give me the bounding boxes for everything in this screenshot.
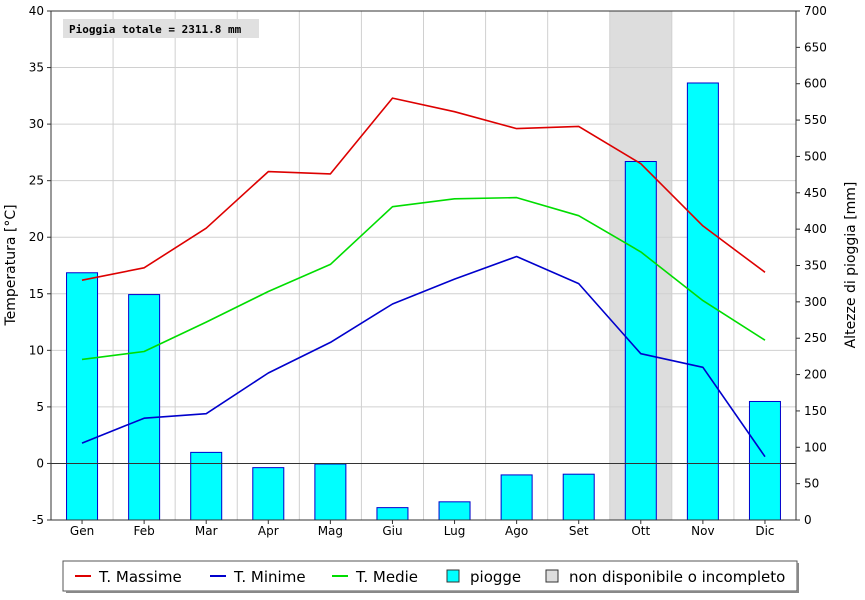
rain-bar-apr: [252, 467, 285, 521]
y-left-tick-label: 35: [29, 61, 44, 75]
rain-bar-gen: [66, 272, 99, 521]
x-tick-label: Mag: [318, 524, 343, 538]
y-right-tick-label: 700: [804, 4, 827, 18]
y-left-tick-label: 40: [29, 4, 44, 18]
series-line-max: [81, 97, 766, 281]
y-left-tick-label: -5: [32, 513, 44, 527]
x-tick-label: Lug: [444, 524, 466, 538]
rain-bar-feb: [128, 294, 161, 521]
y-right-tick-label: 150: [804, 404, 827, 418]
x-tick-label: Nov: [691, 524, 714, 538]
x-tick-label: Set: [569, 524, 589, 538]
y-left-tick-label: 25: [29, 174, 44, 188]
rain-bar-mag: [314, 463, 347, 521]
x-tick-label: Feb: [134, 524, 155, 538]
y-right-tick-label: 550: [804, 113, 827, 127]
x-tick-label: Gen: [70, 524, 94, 538]
y-left-tick-label: 5: [36, 400, 44, 414]
legend-swatch-piogge: [446, 569, 460, 583]
y-right-tick-label: 100: [804, 440, 827, 454]
legend-label-t-massime: T. Massime: [98, 568, 182, 586]
series-line-min: [81, 255, 766, 458]
x-tick-label: Ott: [631, 524, 650, 538]
y-left-tick-label: 10: [29, 343, 44, 357]
legend-label-t-medie: T. Medie: [355, 568, 418, 586]
y-right-tick-label: 400: [804, 222, 827, 236]
legend-swatch-non-disponibile-o-incompleto: [545, 569, 559, 583]
x-tick-label: Apr: [258, 524, 279, 538]
y-right-tick-label: 500: [804, 149, 827, 163]
y-right-tick-label: 650: [804, 40, 827, 54]
rain-bar-giu: [376, 507, 409, 521]
y-right-axis-title: Altezze di pioggia [mm]: [843, 182, 859, 349]
axes-layer: -505101520253035400501001502002503003504…: [29, 4, 827, 538]
y-right-tick-label: 250: [804, 331, 827, 345]
y-right-tick-label: 350: [804, 259, 827, 273]
y-right-tick-label: 300: [804, 295, 827, 309]
total-rain-box: Pioggia totale = 2311.8 mm: [63, 19, 259, 38]
y-right-tick-label: 200: [804, 368, 827, 382]
y-right-tick-label: 600: [804, 77, 827, 91]
x-tick-label: Giu: [382, 524, 402, 538]
total-rain-label: Pioggia totale = 2311.8 mm: [69, 23, 242, 36]
rain-bar-ott: [624, 161, 657, 521]
y-right-tick-label: 450: [804, 186, 827, 200]
y-left-tick-label: 15: [29, 287, 44, 301]
legend: T. Massime T. Minime T. Medie piogge non dis…: [62, 560, 799, 593]
x-tick-label: Mar: [195, 524, 218, 538]
rain-bar-ago: [500, 474, 533, 521]
rain-bar-mar: [190, 451, 223, 521]
grid-layer: [51, 10, 796, 521]
temperature-lines-layer: [81, 97, 766, 458]
y-right-tick-label: 50: [804, 477, 819, 491]
rain-bars-layer: [66, 82, 781, 521]
y-left-tick-label: 30: [29, 117, 44, 131]
legend-label-non-disponibile-o-incompleto: non disponibile o incompleto: [569, 568, 785, 586]
y-right-tick-label: 0: [804, 513, 812, 527]
series-line-mean: [81, 196, 766, 361]
legend-label-t-minime: T. Minime: [233, 568, 306, 586]
y-left-axis-title: Temperatura [°C]: [3, 204, 19, 326]
rain-bar-dic: [748, 400, 781, 521]
legend-label-piogge: piogge: [470, 568, 521, 586]
x-tick-label: Dic: [755, 524, 774, 538]
y-left-tick-label: 20: [29, 230, 44, 244]
rain-bar-lug: [438, 501, 471, 521]
x-tick-label: Ago: [505, 524, 528, 538]
total-rain-background: [63, 19, 259, 38]
y-left-tick-label: 0: [36, 456, 44, 470]
rain-bar-set: [562, 473, 595, 521]
